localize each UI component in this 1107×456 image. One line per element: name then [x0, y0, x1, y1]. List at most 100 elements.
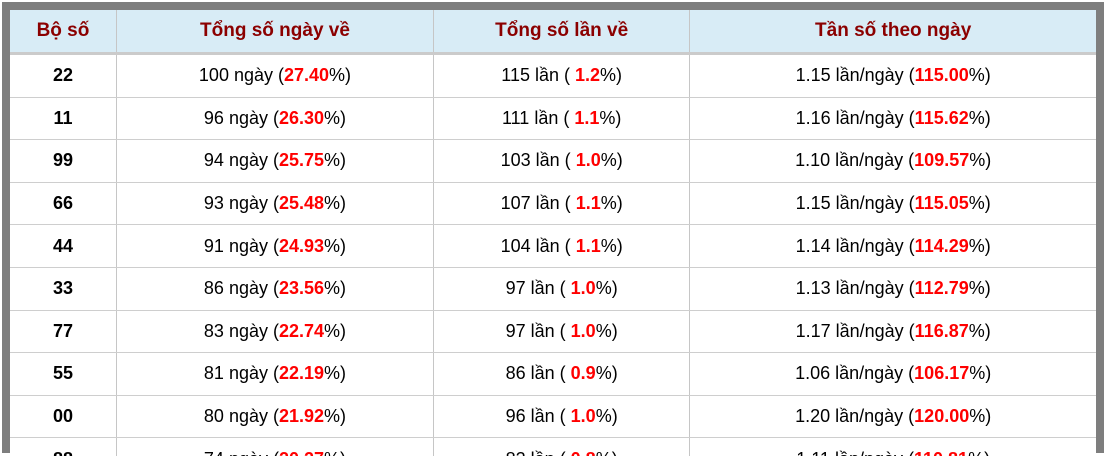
days-text: 81 ngày (	[203, 363, 279, 384]
table-row: 00 80 ngày (21.92%) 96 lần ( 1.0%) 1.20 …	[10, 395, 1096, 439]
cell-pair-number: 55	[10, 352, 117, 396]
times-text: 104 lần (	[500, 235, 576, 256]
times-text: 97 lần (	[505, 278, 571, 299]
percent-suffix: %)	[968, 449, 990, 456]
times-text: 82 lần (	[506, 449, 571, 456]
percent-suffix: %)	[968, 65, 991, 86]
cell-total-times: 107 lần ( 1.1%)	[433, 182, 691, 226]
cell-frequency: 1.11 lần/ngày (110.81%)	[689, 437, 1096, 456]
times-percent: 1.1	[574, 107, 600, 128]
days-percent: 22.74	[278, 320, 325, 341]
days-text: 80 ngày (	[203, 406, 279, 427]
percent-suffix: %)	[324, 406, 347, 427]
percent-suffix: %)	[599, 107, 622, 128]
table-row: 11 96 ngày (26.30%) 111 lần ( 1.1%) 1.16…	[10, 97, 1096, 141]
table-row: 88 74 ngày (20.27%) 82 lần ( 0.8%) 1.11 …	[10, 437, 1096, 456]
freq-text: 1.14 lần/ngày (	[795, 235, 915, 256]
cell-total-times: 111 lần ( 1.1%)	[433, 97, 691, 141]
times-text: 97 lần (	[505, 320, 571, 341]
freq-percent: 110.81	[914, 449, 968, 456]
cell-total-days: 91 ngày (24.93%)	[116, 224, 435, 268]
freq-percent: 112.79	[914, 278, 969, 299]
freq-percent: 116.87	[914, 320, 969, 341]
percent-suffix: %)	[968, 107, 991, 128]
cell-frequency: 1.15 lần/ngày (115.05%)	[689, 182, 1096, 226]
percent-suffix: %)	[968, 278, 991, 299]
freq-text: 1.17 lần/ngày (	[795, 320, 915, 341]
cell-frequency: 1.15 lần/ngày (115.00%)	[689, 53, 1096, 98]
table-row: 55 81 ngày (22.19%) 86 lần ( 0.9%) 1.06 …	[10, 352, 1096, 396]
days-percent: 27.40	[283, 65, 330, 86]
cell-total-times: 97 lần ( 1.0%)	[433, 267, 691, 311]
cell-pair-number: 44	[10, 224, 117, 268]
days-percent: 24.93	[278, 235, 325, 256]
cell-total-days: 86 ngày (23.56%)	[116, 267, 435, 311]
days-percent: 25.75	[278, 150, 325, 171]
cell-pair-number: 11	[10, 97, 117, 141]
freq-percent: 106.17	[914, 363, 970, 384]
percent-suffix: %)	[324, 235, 347, 256]
days-text: 86 ngày (	[203, 278, 279, 299]
times-percent: 1.0	[570, 278, 596, 299]
cell-frequency: 1.13 lần/ngày (112.79%)	[689, 267, 1096, 311]
days-percent: 25.48	[278, 193, 325, 214]
cell-total-times: 103 lần ( 1.0%)	[433, 139, 691, 183]
percent-suffix: %)	[324, 449, 346, 456]
percent-suffix: %)	[324, 150, 347, 171]
col-header-total-days: Tổng số ngày về	[116, 10, 435, 55]
times-percent: 1.0	[570, 406, 596, 427]
freq-text: 1.10 lần/ngày (	[795, 150, 915, 171]
days-text: 91 ngày (	[203, 235, 279, 256]
cell-total-days: 96 ngày (26.30%)	[116, 97, 435, 141]
times-percent: 1.0	[570, 320, 596, 341]
table-row: 44 91 ngày (24.93%) 104 lần ( 1.1%) 1.14…	[10, 224, 1096, 268]
freq-percent: 115.62	[914, 107, 969, 128]
days-percent: 26.30	[278, 107, 325, 128]
percent-suffix: %)	[969, 150, 992, 171]
cell-total-times: 82 lần ( 0.8%)	[433, 437, 691, 456]
percent-suffix: %)	[600, 65, 623, 86]
freq-text: 1.16 lần/ngày (	[795, 107, 915, 128]
percent-suffix: %)	[324, 193, 347, 214]
table-row: 33 86 ngày (23.56%) 97 lần ( 1.0%) 1.13 …	[10, 267, 1096, 311]
days-text: 96 ngày (	[203, 107, 279, 128]
cell-total-days: 81 ngày (22.19%)	[116, 352, 435, 396]
freq-text: 1.06 lần/ngày (	[795, 363, 915, 384]
percent-suffix: %)	[324, 363, 347, 384]
cell-pair-number: 77	[10, 310, 117, 354]
percent-suffix: %)	[324, 107, 347, 128]
percent-suffix: %)	[324, 320, 347, 341]
percent-suffix: %)	[595, 363, 618, 384]
freq-percent: 114.29	[914, 235, 969, 256]
cell-frequency: 1.16 lần/ngày (115.62%)	[689, 97, 1096, 141]
cell-total-days: 74 ngày (20.27%)	[116, 437, 435, 456]
freq-text: 1.11 lần/ngày (	[796, 449, 914, 456]
days-percent: 21.92	[278, 406, 325, 427]
header-row: Bộ số Tổng số ngày về Tổng số lần về Tần…	[10, 10, 1096, 55]
days-text: 74 ngày (	[204, 449, 279, 456]
percent-suffix: %)	[595, 278, 618, 299]
freq-text: 1.15 lần/ngày (	[795, 193, 915, 214]
cell-total-times: 96 lần ( 1.0%)	[433, 395, 691, 439]
percent-suffix: %)	[968, 193, 991, 214]
cell-total-times: 104 lần ( 1.1%)	[433, 224, 691, 268]
cell-frequency: 1.10 lần/ngày (109.57%)	[689, 139, 1096, 183]
times-percent: 0.9	[570, 363, 596, 384]
cell-frequency: 1.06 lần/ngày (106.17%)	[689, 352, 1096, 396]
days-text: 83 ngày (	[203, 320, 279, 341]
percent-suffix: %)	[969, 363, 992, 384]
times-text: 86 lần (	[505, 363, 571, 384]
cell-pair-number: 88	[10, 437, 117, 456]
percent-suffix: %)	[324, 278, 347, 299]
table-row: 66 93 ngày (25.48%) 107 lần ( 1.1%) 1.15…	[10, 182, 1096, 226]
percent-suffix: %)	[595, 320, 618, 341]
percent-suffix: %)	[600, 193, 623, 214]
percent-suffix: %)	[596, 449, 618, 456]
times-text: 96 lần (	[505, 406, 571, 427]
freq-percent: 115.00	[914, 65, 969, 86]
cell-total-times: 115 lần ( 1.2%)	[433, 53, 691, 98]
cell-frequency: 1.17 lần/ngày (116.87%)	[689, 310, 1096, 354]
cell-total-days: 100 ngày (27.40%)	[116, 53, 435, 98]
days-text: 100 ngày (	[198, 65, 284, 86]
